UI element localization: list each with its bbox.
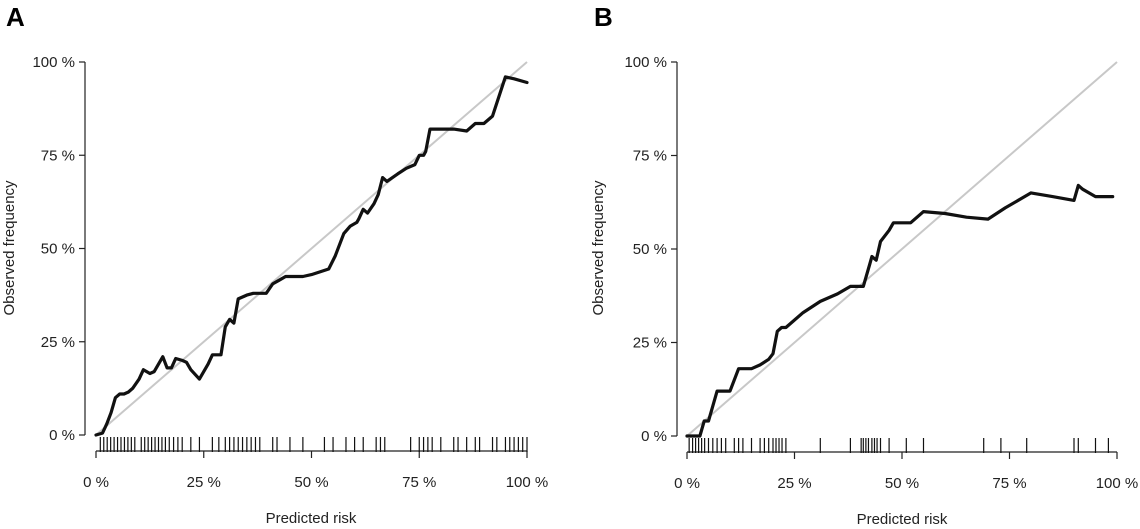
panel-b-label: B [594,2,613,32]
y-tick-label: 75 % [41,147,75,164]
panel-b: B 0 % 25 % 50 % 75 % 100 % 0 % 25 % 50 % 75 % 100… [590,2,1138,528]
reference-diagonal-line [686,61,1118,437]
y-tick-label: 0 % [49,427,75,444]
calibration-curve [94,75,529,437]
y-tick-label: 0 % [641,428,667,445]
y-tick-label: 50 % [633,241,667,258]
x-tick-label: 25 % [187,474,221,491]
y-tick-label: 100 % [624,54,667,71]
y-tick-label: 25 % [633,335,667,352]
x-tick-label: 75 % [402,474,436,491]
y-axis-title: Observed frequency [590,180,607,316]
x-tick-label: 25 % [777,475,811,492]
reference-diagonal-line [95,61,528,436]
y-tick-label: 75 % [633,148,667,165]
x-tick-label: 100 % [1096,475,1139,492]
x-tick-label: 0 % [83,474,109,491]
x-tick-label: 75 % [992,475,1026,492]
y-tick-label: 25 % [41,334,75,351]
x-tick-label: 50 % [294,474,328,491]
panel-a-label: A [6,2,25,32]
x-tick-label: 100 % [506,474,549,491]
x-axis-title: Predicted risk [857,511,948,528]
x-axis-title: Predicted risk [266,510,357,527]
calibration-curve [685,183,1115,438]
panel-a: A 0 % 25 % 50 % 75 % 100 % 0 % 25 % 50 % 75 % 100… [1,2,548,527]
y-tick-label: 50 % [41,241,75,258]
x-tick-label: 50 % [885,475,919,492]
y-axis-title: Observed frequency [1,180,18,316]
x-tick-label: 0 % [674,475,700,492]
y-tick-label: 100 % [32,54,75,71]
